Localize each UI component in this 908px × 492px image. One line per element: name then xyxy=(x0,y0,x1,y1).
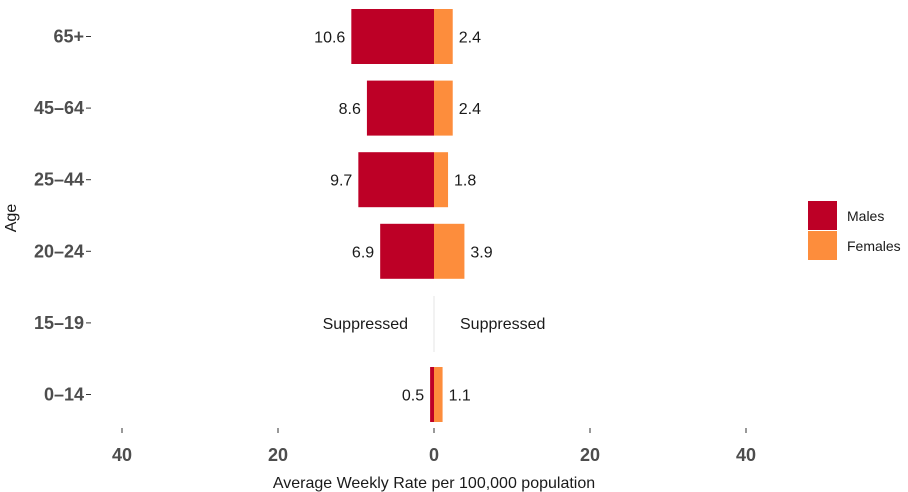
y-tick-label: 0–14 xyxy=(44,385,84,405)
data-label-males: 0.5 xyxy=(402,388,424,405)
legend-swatch-females xyxy=(808,231,837,260)
data-label-males: 6.9 xyxy=(352,244,374,261)
x-tick-label: 40 xyxy=(736,445,756,465)
bars-group xyxy=(351,9,465,422)
legend: Males Females xyxy=(808,201,901,260)
legend-swatch-males xyxy=(808,201,837,230)
legend-label-males: Males xyxy=(847,208,884,224)
bar-females xyxy=(434,80,453,136)
bar-males xyxy=(366,80,434,136)
data-label-males: 10.6 xyxy=(314,30,345,47)
bar-females xyxy=(434,9,453,64)
bar-females xyxy=(434,223,465,279)
y-tick-label: 15–19 xyxy=(34,313,84,333)
bar-females xyxy=(434,367,443,422)
bar-males xyxy=(351,9,434,64)
x-tick-label: 40 xyxy=(112,445,132,465)
data-label-females: 1.1 xyxy=(449,388,471,405)
data-labels-group: 0.5 1.1 Suppressed Suppressed 6.9 3.9 9.7 1.8 8.… xyxy=(314,30,545,405)
bar-males xyxy=(358,152,434,208)
bar-males xyxy=(380,223,434,279)
data-label-females: 3.9 xyxy=(470,244,492,261)
x-axis-ticks: 40 20 0 20 40 xyxy=(112,428,756,465)
data-label-males: Suppressed xyxy=(323,316,408,333)
y-tick-label: 25–44 xyxy=(34,170,84,190)
y-tick-label: 20–24 xyxy=(34,241,84,261)
y-axis-ticks: 0–14 15–19 20–24 25–44 45–64 65+ xyxy=(34,27,91,405)
data-label-females: 2.4 xyxy=(459,30,481,47)
data-label-females: 1.8 xyxy=(454,173,476,190)
data-label-males: 8.6 xyxy=(339,101,361,118)
bar-females xyxy=(434,152,449,208)
y-axis-title: Age xyxy=(3,204,20,233)
x-tick-label: 20 xyxy=(268,445,288,465)
x-tick-label: 0 xyxy=(429,445,439,465)
legend-label-females: Females xyxy=(847,238,901,254)
y-tick-label: 45–64 xyxy=(34,98,84,118)
bar-males xyxy=(430,367,434,422)
data-label-males: 9.7 xyxy=(330,173,352,190)
x-axis-title: Average Weekly Rate per 100,000 populati… xyxy=(273,475,595,492)
y-tick-label: 65+ xyxy=(53,27,84,47)
x-tick-label: 20 xyxy=(580,445,600,465)
data-label-females: Suppressed xyxy=(460,316,545,333)
data-label-females: 2.4 xyxy=(459,101,481,118)
